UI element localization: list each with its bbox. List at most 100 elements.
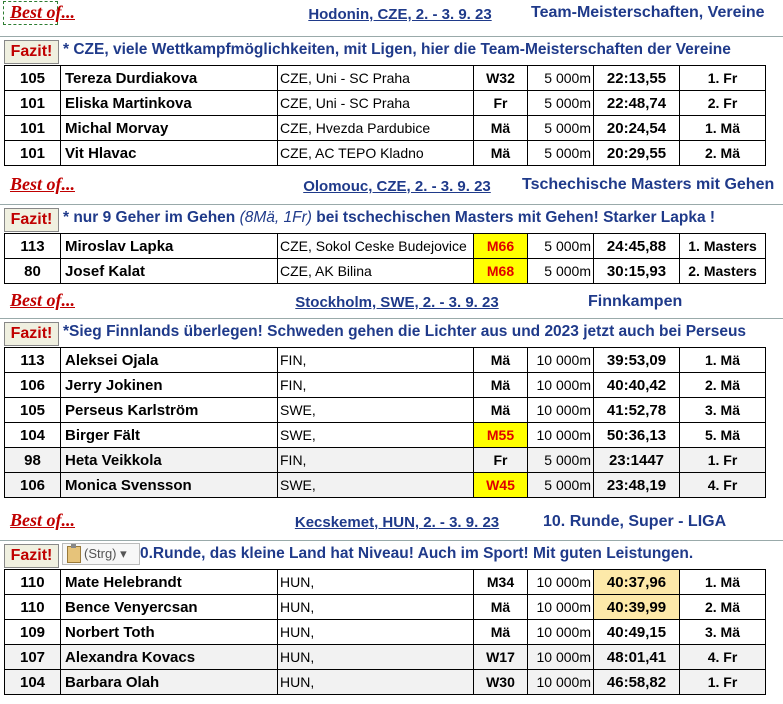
meet-location: Olomouc, CZE, 2. - 3. 9. 23 xyxy=(303,178,491,195)
category: Fr xyxy=(473,447,528,473)
athlete-name: Birger Fält xyxy=(60,422,278,448)
ranking: 2. Mä xyxy=(679,594,766,620)
ranking: 3. Mä xyxy=(679,619,766,645)
fazit-row: Fazit! 0.Runde, das kleine Land hat Nive… xyxy=(0,540,783,568)
ranking: 1. Fr xyxy=(679,669,766,695)
athlete-name: Bence Venyercsan xyxy=(60,594,278,620)
result-time: 30:15,93 xyxy=(593,258,680,284)
club: SWE, xyxy=(277,397,474,423)
ranking: 1. Mä xyxy=(679,115,766,141)
meet-event: Finnkampen xyxy=(588,293,683,310)
fazit-text: * CZE, viele Wettkampfmöglichkeiten, mit… xyxy=(63,41,731,58)
fazit-row: Fazit! *Sieg Finnlands überlegen! Schwed… xyxy=(0,318,783,346)
category: Mä xyxy=(473,115,528,141)
meet-location: Kecskemet, HUN, 2. - 3. 9. 23 xyxy=(294,514,500,531)
fazit-button[interactable]: Fazit! xyxy=(4,544,59,568)
result-time: 23:48,19 xyxy=(593,472,680,498)
result-time: 22:13,55 xyxy=(593,65,680,91)
section-header: Best of... Hodonin, CZE, 2. - 3. 9. 23 T… xyxy=(0,0,783,26)
club: CZE, Uni - SC Praha xyxy=(277,90,474,116)
distance: 10 000m xyxy=(527,422,594,448)
category: Mä xyxy=(473,140,528,166)
athlete-name: Michal Morvay xyxy=(60,115,278,141)
meet-location: Hodonin, CZE, 2. - 3. 9. 23 xyxy=(308,6,492,23)
table-row: 101 Vit Hlavac CZE, AC TEPO Kladno Mä 5 … xyxy=(4,140,766,166)
distance: 10 000m xyxy=(527,644,594,670)
results-table: 113 Miroslav Lapka CZE, Sokol Ceske Bude… xyxy=(4,233,766,284)
club: CZE, Uni - SC Praha xyxy=(277,65,474,91)
result-time: 22:48,74 xyxy=(593,90,680,116)
distance: 5 000m xyxy=(527,65,594,91)
club: HUN, xyxy=(277,594,474,620)
ranking: 1. Fr xyxy=(679,447,766,473)
bib-number: 101 xyxy=(4,140,61,166)
athlete-name: Josef Kalat xyxy=(60,258,278,284)
ranking: 4. Fr xyxy=(679,644,766,670)
result-time: 40:49,15 xyxy=(593,619,680,645)
paste-options-label: (Strg) ▾ xyxy=(84,546,127,561)
athlete-name: Heta Veikkola xyxy=(60,447,278,473)
ranking: 2. Mä xyxy=(679,372,766,398)
club: FIN, xyxy=(277,372,474,398)
fazit-button[interactable]: Fazit! xyxy=(4,322,59,346)
club: CZE, Sokol Ceske Budejovice xyxy=(277,233,474,259)
bib-number: 106 xyxy=(4,372,61,398)
result-time: 24:45,88 xyxy=(593,233,680,259)
category: M55 xyxy=(473,422,528,448)
athlete-name: Aleksei Ojala xyxy=(60,347,278,373)
club: HUN, xyxy=(277,619,474,645)
best-of-label: Best of... xyxy=(10,290,75,310)
ranking: 1. Fr xyxy=(679,65,766,91)
clipboard-icon xyxy=(67,543,81,563)
athlete-name: Vit Hlavac xyxy=(60,140,278,166)
best-of-label: Best of... xyxy=(10,510,75,530)
bib-number: 106 xyxy=(4,472,61,498)
results-table: 113 Aleksei Ojala FIN, Mä 10 000m 39:53,… xyxy=(4,347,766,498)
result-time: 46:58,82 xyxy=(593,669,680,695)
distance: 10 000m xyxy=(527,569,594,595)
section-header: Best of... Olomouc, CZE, 2. - 3. 9. 23 T… xyxy=(0,172,783,198)
fazit-button[interactable]: Fazit! xyxy=(4,208,59,232)
fazit-text: 0.Runde, das kleine Land hat Niveau! Auc… xyxy=(140,545,694,562)
category: Mä xyxy=(473,372,528,398)
fazit-button[interactable]: Fazit! xyxy=(4,40,59,64)
bib-number: 101 xyxy=(4,90,61,116)
athlete-name: Jerry Jokinen xyxy=(60,372,278,398)
category: M34 xyxy=(473,569,528,595)
result-time: 41:52,78 xyxy=(593,397,680,423)
meet-event: 10. Runde, Super - LIGA xyxy=(543,513,727,530)
athlete-name: Eliska Martinkova xyxy=(60,90,278,116)
distance: 10 000m xyxy=(527,347,594,373)
result-time: 40:40,42 xyxy=(593,372,680,398)
distance: 5 000m xyxy=(527,472,594,498)
fazit-row: Fazit! * CZE, viele Wettkampfmöglichkeit… xyxy=(0,36,783,64)
category: M68 xyxy=(473,258,528,284)
table-row: 104 Barbara Olah HUN, W30 10 000m 46:58,… xyxy=(4,669,766,695)
distance: 10 000m xyxy=(527,594,594,620)
table-row: 107 Alexandra Kovacs HUN, W17 10 000m 48… xyxy=(4,644,766,670)
club: CZE, AK Bilina xyxy=(277,258,474,284)
category: W30 xyxy=(473,669,528,695)
cell-selection[interactable] xyxy=(3,1,58,25)
ranking: 1. Mä xyxy=(679,347,766,373)
results-table: 110 Mate Helebrandt HUN, M34 10 000m 40:… xyxy=(4,569,766,695)
results-table: 105 Tereza Durdiakova CZE, Uni - SC Prah… xyxy=(4,65,766,166)
category: W32 xyxy=(473,65,528,91)
category: M66 xyxy=(473,233,528,259)
paste-options-button[interactable]: (Strg) ▾ xyxy=(62,543,140,565)
meet-event: Team-Meisterschaften, Vereine xyxy=(531,4,765,21)
distance: 10 000m xyxy=(527,619,594,645)
ranking: 5. Mä xyxy=(679,422,766,448)
club: HUN, xyxy=(277,669,474,695)
table-row: 80 Josef Kalat CZE, AK Bilina M68 5 000m… xyxy=(4,258,766,284)
distance: 5 000m xyxy=(527,258,594,284)
table-row: 101 Michal Morvay CZE, Hvezda Pardubice … xyxy=(4,115,766,141)
table-row: 105 Tereza Durdiakova CZE, Uni - SC Prah… xyxy=(4,65,766,91)
athlete-name: Tereza Durdiakova xyxy=(60,65,278,91)
category: Mä xyxy=(473,594,528,620)
bib-number: 80 xyxy=(4,258,61,284)
result-time: 50:36,13 xyxy=(593,422,680,448)
bib-number: 98 xyxy=(4,447,61,473)
result-time: 20:24,54 xyxy=(593,115,680,141)
result-time: 40:39,99 xyxy=(593,594,680,620)
